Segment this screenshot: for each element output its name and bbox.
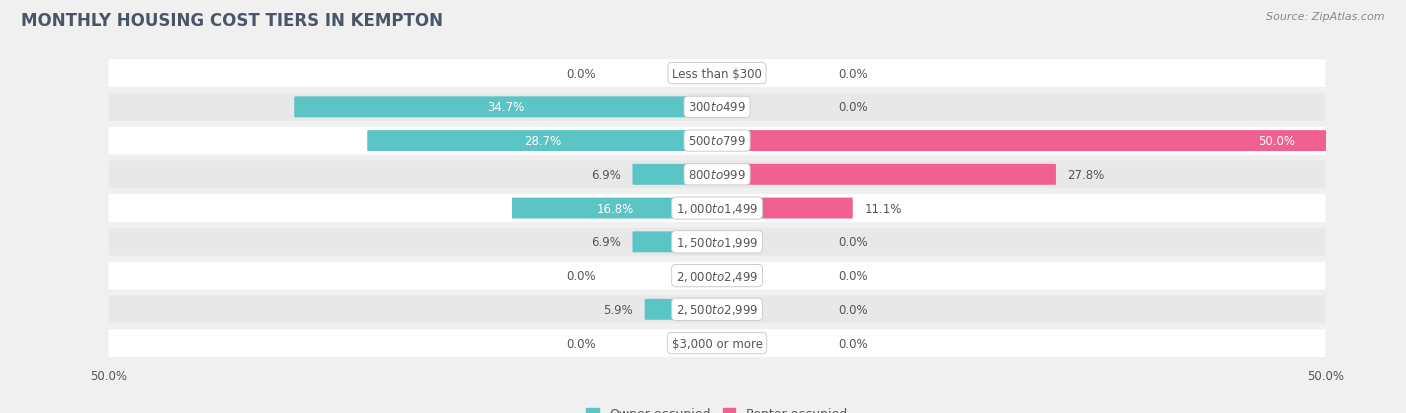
Text: Less than $300: Less than $300 <box>672 67 762 81</box>
Text: 28.7%: 28.7% <box>524 135 561 148</box>
FancyBboxPatch shape <box>633 232 717 253</box>
Text: Source: ZipAtlas.com: Source: ZipAtlas.com <box>1267 12 1385 22</box>
Text: 6.9%: 6.9% <box>591 236 621 249</box>
Text: 0.0%: 0.0% <box>565 269 595 282</box>
Text: $500 to $799: $500 to $799 <box>688 135 747 148</box>
Text: 0.0%: 0.0% <box>839 303 869 316</box>
FancyBboxPatch shape <box>108 262 1326 290</box>
Text: 50.0%: 50.0% <box>1258 135 1295 148</box>
Text: 34.7%: 34.7% <box>488 101 524 114</box>
FancyBboxPatch shape <box>108 195 1326 222</box>
FancyBboxPatch shape <box>367 131 717 152</box>
Text: 0.0%: 0.0% <box>839 101 869 114</box>
FancyBboxPatch shape <box>108 128 1326 155</box>
Text: $1,500 to $1,999: $1,500 to $1,999 <box>676 235 758 249</box>
Text: $300 to $499: $300 to $499 <box>688 101 747 114</box>
Text: $3,000 or more: $3,000 or more <box>672 337 762 350</box>
FancyBboxPatch shape <box>717 164 1056 185</box>
Text: $800 to $999: $800 to $999 <box>688 169 747 181</box>
Text: $2,500 to $2,999: $2,500 to $2,999 <box>676 303 758 316</box>
Text: 0.0%: 0.0% <box>565 67 595 81</box>
Text: 6.9%: 6.9% <box>591 169 621 181</box>
FancyBboxPatch shape <box>108 228 1326 256</box>
Text: 0.0%: 0.0% <box>839 67 869 81</box>
Text: $1,000 to $1,499: $1,000 to $1,499 <box>676 202 758 216</box>
Legend: Owner-occupied, Renter-occupied: Owner-occupied, Renter-occupied <box>582 402 852 413</box>
FancyBboxPatch shape <box>294 97 717 118</box>
FancyBboxPatch shape <box>108 296 1326 323</box>
FancyBboxPatch shape <box>108 330 1326 357</box>
FancyBboxPatch shape <box>108 161 1326 189</box>
Text: MONTHLY HOUSING COST TIERS IN KEMPTON: MONTHLY HOUSING COST TIERS IN KEMPTON <box>21 12 443 30</box>
FancyBboxPatch shape <box>633 164 717 185</box>
FancyBboxPatch shape <box>645 299 717 320</box>
FancyBboxPatch shape <box>717 198 852 219</box>
FancyBboxPatch shape <box>512 198 717 219</box>
FancyBboxPatch shape <box>717 131 1326 152</box>
Text: 11.1%: 11.1% <box>865 202 901 215</box>
FancyBboxPatch shape <box>108 60 1326 88</box>
Text: $2,000 to $2,499: $2,000 to $2,499 <box>676 269 758 283</box>
Text: 5.9%: 5.9% <box>603 303 633 316</box>
Text: 0.0%: 0.0% <box>839 269 869 282</box>
Text: 0.0%: 0.0% <box>839 236 869 249</box>
Text: 0.0%: 0.0% <box>565 337 595 350</box>
Text: 16.8%: 16.8% <box>596 202 634 215</box>
Text: 27.8%: 27.8% <box>1067 169 1105 181</box>
FancyBboxPatch shape <box>108 94 1326 121</box>
Text: 0.0%: 0.0% <box>839 337 869 350</box>
